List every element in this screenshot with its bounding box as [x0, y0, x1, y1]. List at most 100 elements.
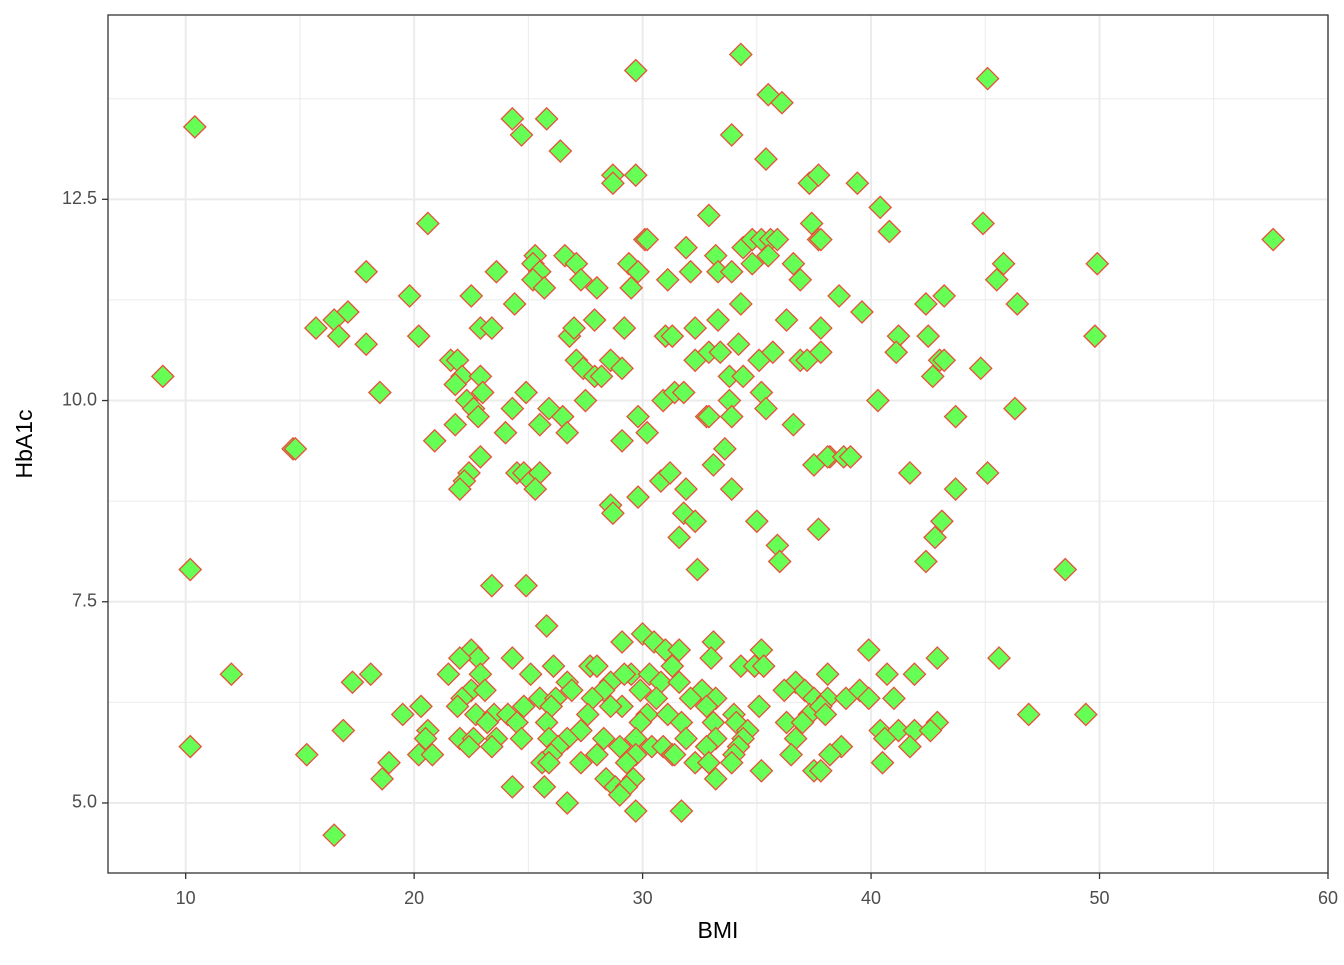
point	[925, 646, 950, 671]
point	[808, 227, 833, 252]
point	[628, 678, 653, 703]
point	[502, 292, 527, 316]
point	[767, 549, 792, 574]
point	[326, 324, 351, 349]
x-tick-label: 50	[1090, 888, 1110, 908]
point	[897, 461, 922, 485]
point	[610, 630, 634, 654]
point	[744, 509, 769, 534]
point	[669, 799, 694, 823]
point	[367, 380, 392, 405]
point	[514, 380, 539, 405]
point	[532, 774, 557, 799]
point	[667, 638, 692, 662]
point	[527, 412, 552, 437]
point	[397, 283, 422, 308]
point	[1261, 227, 1286, 252]
point	[667, 525, 692, 550]
point	[500, 774, 525, 799]
point	[674, 235, 698, 260]
point	[377, 750, 401, 775]
point	[870, 750, 895, 775]
point	[509, 123, 534, 147]
point	[445, 694, 470, 719]
point	[598, 694, 623, 719]
point	[303, 316, 328, 341]
point	[182, 114, 207, 139]
point	[740, 251, 765, 276]
point	[626, 259, 650, 284]
point	[466, 404, 491, 429]
point	[575, 702, 600, 727]
point	[838, 444, 863, 469]
point	[500, 396, 525, 421]
point	[902, 662, 927, 687]
point	[881, 686, 906, 711]
point	[610, 356, 634, 381]
point	[719, 404, 744, 429]
point	[728, 292, 753, 316]
point	[518, 662, 543, 687]
point	[283, 436, 308, 461]
point	[436, 662, 461, 687]
point	[534, 106, 559, 131]
point	[728, 42, 753, 67]
point	[678, 259, 703, 284]
point	[584, 654, 609, 679]
point	[701, 453, 726, 477]
point	[754, 147, 778, 171]
point	[178, 557, 203, 582]
point	[358, 662, 383, 687]
point	[815, 662, 840, 687]
point	[781, 412, 806, 437]
point	[582, 308, 607, 332]
point	[591, 726, 616, 751]
point	[415, 211, 440, 236]
point	[712, 436, 737, 461]
point	[500, 646, 525, 671]
point	[354, 259, 379, 284]
point	[1073, 702, 1098, 727]
point	[781, 251, 806, 276]
point	[703, 766, 728, 791]
point	[623, 58, 648, 83]
point	[683, 509, 708, 534]
point	[523, 477, 548, 501]
point	[827, 283, 852, 308]
point	[918, 718, 943, 743]
point	[635, 420, 660, 445]
point	[584, 275, 609, 300]
point	[943, 404, 968, 429]
point	[1016, 702, 1041, 727]
point	[856, 686, 881, 711]
point	[509, 726, 534, 751]
point	[866, 388, 890, 413]
x-tick-label: 60	[1318, 888, 1338, 908]
point	[877, 219, 902, 244]
point	[541, 654, 566, 679]
point	[747, 694, 772, 719]
point	[699, 646, 724, 671]
point	[850, 300, 874, 324]
point	[708, 340, 733, 365]
point	[760, 340, 785, 365]
point	[683, 316, 708, 341]
point	[493, 420, 518, 445]
point	[475, 710, 500, 735]
point	[658, 461, 682, 485]
point	[1083, 324, 1107, 349]
point	[532, 275, 557, 300]
point	[1003, 396, 1027, 421]
point	[610, 428, 634, 453]
point	[788, 267, 813, 292]
point	[845, 171, 870, 196]
points	[150, 42, 1286, 848]
point	[607, 734, 632, 759]
point	[514, 573, 539, 598]
point	[612, 662, 637, 687]
point	[457, 734, 481, 759]
point	[818, 742, 842, 767]
point	[674, 477, 698, 501]
point	[808, 316, 833, 341]
